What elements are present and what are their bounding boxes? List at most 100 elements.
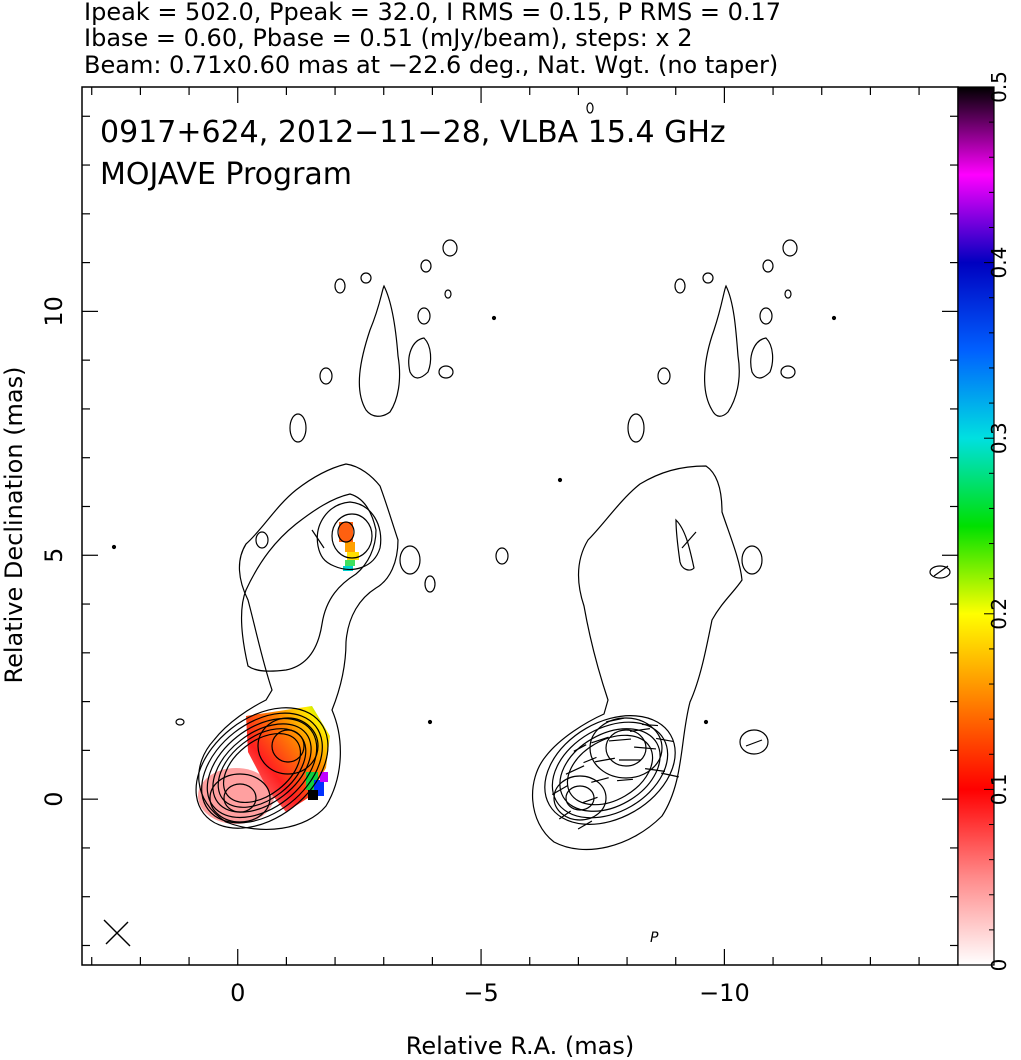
x-tick-label: −10	[699, 979, 750, 1007]
core-contours	[544, 715, 676, 825]
knot-contour	[271, 729, 305, 763]
evpa-tick	[573, 744, 587, 752]
evpa-tick	[641, 723, 659, 727]
noise-dot	[703, 719, 709, 725]
y-tick-label: 10	[40, 296, 68, 327]
evpa-tick	[681, 531, 697, 549]
island-contour	[417, 307, 431, 325]
plot-frame	[81, 86, 959, 966]
island-contour	[784, 289, 792, 299]
polarization-patch-outer-5	[343, 566, 353, 571]
island-contour	[319, 367, 333, 385]
knot-contour	[257, 717, 319, 775]
evpa-tick	[551, 784, 569, 796]
y-tick-label: 0	[40, 792, 68, 807]
core-contour	[551, 721, 669, 819]
axis-ticks: 0 −5 −10 0 5 10	[40, 87, 958, 1007]
evpa-tick	[606, 717, 624, 723]
upper-jet-contour	[358, 284, 401, 417]
colorbar-tick-label: 0.5	[987, 71, 1011, 103]
island-contour	[442, 239, 458, 257]
core-contour	[206, 717, 318, 819]
upper-jet-contour	[408, 337, 432, 379]
beam-marker	[103, 919, 131, 947]
knot-contour-inner	[331, 513, 373, 559]
island-contour	[702, 272, 714, 284]
knot-contour-core	[337, 521, 355, 543]
x-axis-label: Relative R.A. (mas)	[406, 1032, 634, 1060]
island-contour	[255, 531, 269, 549]
noise-dot	[111, 544, 117, 550]
polarization-patch-edge-blue	[314, 780, 324, 796]
island-contour	[741, 545, 763, 575]
evpa-tick	[645, 768, 665, 772]
noise-dot	[427, 719, 433, 725]
core-contour	[195, 707, 329, 829]
inner-jet-contour	[675, 518, 695, 571]
core-contour	[223, 783, 257, 813]
noise-dot	[831, 315, 837, 321]
beam-minor-axis	[105, 921, 129, 945]
evpa-tick	[630, 728, 650, 732]
upper-jet-contour	[750, 337, 774, 379]
polarization-patch-edge-magenta	[320, 772, 328, 782]
upper-jet-contour	[704, 284, 740, 417]
evpa-tick	[633, 746, 657, 750]
colorbar-tick-label: 0.1	[987, 773, 1011, 805]
island-contour	[175, 718, 185, 726]
evpa-tick	[583, 756, 597, 764]
island-contour	[495, 547, 509, 565]
island-contour	[586, 102, 594, 114]
map-subtitle: MOJAVE Program	[100, 157, 352, 192]
corner-mark: P	[650, 930, 659, 946]
evpa-tick	[577, 820, 593, 830]
colorbar-tick-label: 0.2	[987, 598, 1011, 630]
island-contour	[674, 278, 686, 294]
island-contour	[424, 575, 436, 593]
core-contour	[565, 785, 595, 811]
x-tick-label: −5	[463, 979, 498, 1007]
core-contour	[544, 715, 676, 825]
evpa-tick	[591, 736, 609, 744]
polarization-patch-outer-4	[345, 560, 355, 566]
colorbar	[957, 86, 995, 966]
evpa-tick	[591, 777, 609, 783]
colorbar-tick-label: 0	[987, 959, 1011, 972]
evpa-tick	[582, 796, 598, 804]
y-tick-label: 5	[40, 548, 68, 563]
polarization-patch-outer-1	[339, 522, 353, 542]
core-contour	[201, 712, 323, 824]
jet-envelope-contour	[198, 463, 399, 831]
colorbar-ticks: 0 0.1 0.2 0.3 0.4 0.5	[984, 71, 1011, 971]
intensity-contours-left	[111, 102, 594, 831]
evpa-tick	[933, 565, 949, 577]
map-title: 0917+624, 2012−11−28, VLBA 15.4 GHz	[100, 115, 726, 150]
core-contour	[212, 723, 312, 813]
island-contour	[399, 545, 421, 575]
evpa-ticks	[551, 531, 949, 830]
knot-contour-outer	[316, 501, 382, 570]
core-contour	[566, 734, 654, 806]
evpa-tick	[745, 739, 763, 747]
noise-dot	[491, 315, 497, 321]
header-line-3: Beam: 0.71x0.60 mas at −22.6 deg., Nat. …	[84, 51, 779, 79]
island-contour	[334, 278, 346, 294]
core-contour	[209, 773, 271, 823]
island-contour	[762, 259, 774, 273]
evpa-tick	[565, 765, 585, 775]
header-line-2: Ibase = 0.60, Pbase = 0.51 (mJy/beam), s…	[84, 24, 693, 52]
beam-marker-left-panel	[311, 529, 325, 549]
colorbar-tick-label: 0.3	[987, 422, 1011, 454]
evpa-tick	[656, 737, 674, 743]
y-axis-label: Relative Declination (mas)	[0, 366, 28, 683]
island-contour	[438, 365, 454, 379]
core-contour	[222, 732, 302, 804]
core-contour	[553, 775, 607, 821]
evpa-tick	[616, 778, 634, 782]
x-tick-label: 0	[230, 979, 245, 1007]
knot-contour	[589, 717, 663, 779]
header-line-1: Ipeak = 502.0, Ppeak = 32.0, I RMS = 0.1…	[84, 0, 782, 26]
evpa-tick	[558, 810, 572, 820]
island-contour	[929, 565, 951, 579]
